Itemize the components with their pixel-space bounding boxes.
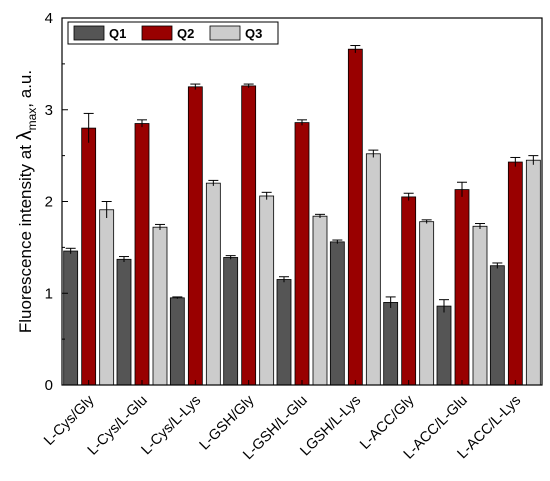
bar-q2-2 [134,123,150,386]
bar-q2-1 [81,127,97,386]
error-bar-q1-9 [492,262,503,269]
bar-q1-8 [436,305,452,386]
legend-label-q2: Q2 [177,26,194,41]
legend-swatch-q3 [209,25,241,41]
legend-swatch-q2 [141,25,173,41]
bar-q3-7 [419,221,435,386]
error-bar-q3-7 [421,219,432,224]
error-bar-q2-4 [243,83,254,88]
y-tick-label: 0 [45,377,53,394]
bar-q3-8 [472,225,488,386]
error-bar-q1-3 [172,296,183,299]
error-bar-q2-6 [350,45,361,53]
bar-q3-4 [259,195,275,386]
bar-q1-1 [63,250,79,386]
y-tick-label: 2 [45,194,53,211]
error-bar-q1-7 [385,296,396,308]
legend: Q1 Q2 Q3 [67,21,279,45]
error-bar-q3-9 [528,155,539,165]
bar-q2-6 [347,48,363,386]
legend-label-q3: Q3 [245,26,262,41]
bar-q3-2 [152,226,168,386]
legend-label-q1: Q1 [109,26,126,41]
bar-q2-3 [187,86,203,386]
bar-q1-2 [116,258,132,386]
error-bar-q1-2 [119,256,129,263]
error-bar-q3-3 [208,179,219,186]
bar-q2-7 [401,196,417,386]
bar-q1-3 [169,297,185,386]
error-bar-q1-8 [439,299,449,313]
bar-q2-9 [507,161,523,386]
bar-q1-9 [489,265,505,386]
bar-q1-6 [329,241,345,386]
legend-swatch-q1 [73,25,105,41]
error-bar-q1-6 [332,239,343,244]
bar-q1-7 [383,302,399,386]
bar-q3-6 [365,153,381,386]
error-bar-q2-3 [190,83,201,90]
y-tick-label: 4 [45,10,53,27]
error-bar-q2-2 [137,119,147,128]
error-bar-q1-1 [65,247,76,254]
bar-q1-5 [276,279,292,386]
error-bar-q2-9 [510,156,521,167]
error-bar-q2-5 [297,119,307,126]
bar-q2-4 [241,85,257,386]
bar-q1-4 [223,257,239,386]
error-bar-q3-6 [368,149,379,158]
error-bar-q2-1 [83,112,94,143]
bar-q3-3 [205,182,221,386]
bar-q2-8 [454,189,470,386]
error-bar-q3-4 [261,191,272,200]
error-bar-q3-8 [475,223,485,230]
error-bar-q3-5 [315,213,325,219]
plot-layer [63,45,541,386]
y-tick-label: 3 [45,102,53,119]
error-bar-q2-8 [457,181,467,197]
bar-q3-9 [525,159,541,386]
error-bar-q1-5 [279,276,289,283]
bar-q2-5 [294,122,310,386]
y-tick-label: 1 [45,285,53,302]
error-bar-q1-4 [225,255,236,260]
bar-q3-1 [99,209,115,386]
y-axis-label: Fluorescence intensity at λmax, a.u. [14,70,39,333]
error-bar-q3-1 [101,201,112,219]
x-category-label: L-Cys/Gly [41,392,98,449]
error-bar-q3-2 [155,223,165,230]
error-bar-q2-7 [403,192,414,201]
bar-q3-5 [312,215,328,386]
